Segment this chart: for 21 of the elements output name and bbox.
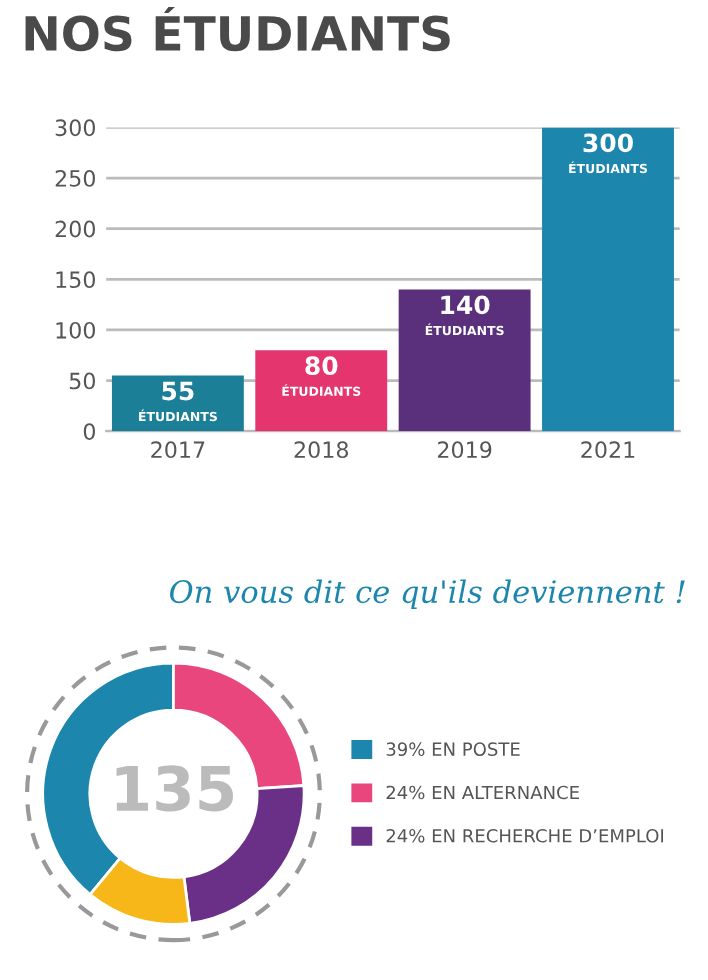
x-tick-label: 2021 — [581, 441, 635, 459]
x-tick-label: 2019 — [437, 441, 492, 459]
x-tick-label: 2017 — [151, 441, 205, 459]
x-tick-label: 2018 — [294, 441, 349, 459]
legend-label: 39% EN POSTE — [386, 742, 520, 757]
chart-title: On vous dit ce qu'ils deviennent ! — [170, 579, 685, 610]
bar — [255, 350, 388, 432]
y-tick-label: 200 — [55, 220, 95, 238]
y-tick-label: 100 — [56, 321, 95, 339]
y-tick-label: 300 — [55, 119, 95, 137]
bar — [542, 127, 674, 432]
legend-label: 24% EN ALTERNANCE — [386, 785, 579, 800]
y-tick-label: 50 — [69, 372, 95, 390]
bar — [111, 375, 244, 432]
y-tick-label: 0 — [83, 423, 95, 440]
y-tick-label: 250 — [55, 169, 95, 187]
y-tick-label: 150 — [56, 271, 95, 289]
chart-title: NOS ÉTUDIANTS — [25, 6, 450, 52]
bar — [398, 289, 531, 432]
legend-label: 24% EN RECHERCHE D’EMPLOI — [386, 828, 664, 843]
text: 135 — [116, 765, 233, 812]
